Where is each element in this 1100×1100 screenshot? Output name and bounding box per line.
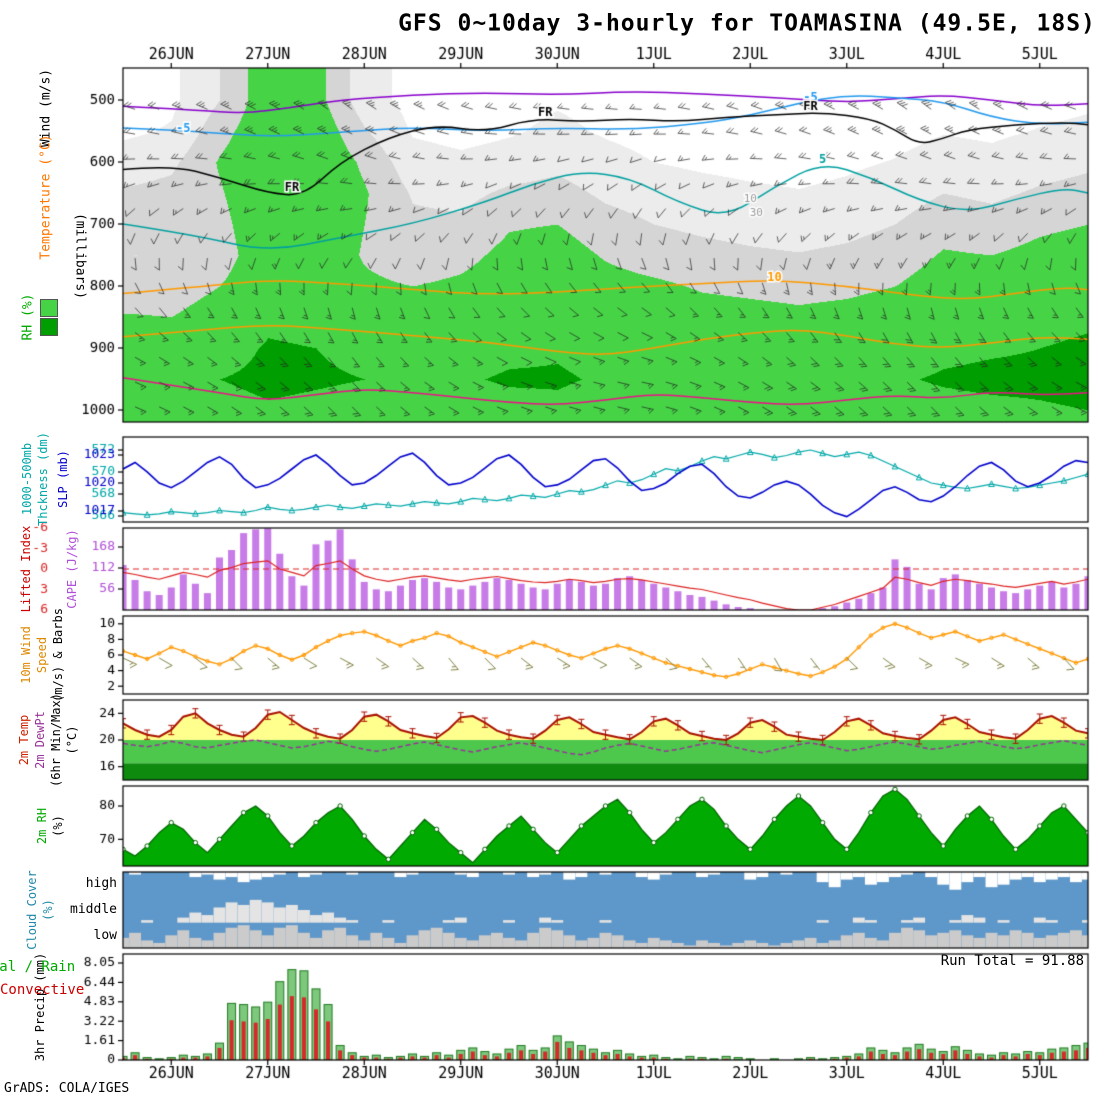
thickness-label-line1: 1000-500mb — [20, 442, 34, 516]
rh2m-percent-label: (%) — [51, 815, 65, 837]
grads-credit: GrADS: COLA/IGES — [4, 1081, 130, 1096]
cloud-row-middle: middle — [70, 902, 117, 917]
rh-units-label: RH (%) — [20, 293, 36, 341]
temp2m-label: 2m Temp — [17, 714, 31, 766]
precip-convective-legend: Convective — [0, 982, 85, 998]
rh2m-label: 2m RH — [35, 807, 49, 845]
cloud-row-low: low — [93, 928, 117, 943]
minmax-label: (6hr Min/Max) — [49, 693, 63, 787]
slp-label: SLP (mb) — [56, 450, 70, 508]
millibars-label: (millibars) — [72, 212, 88, 300]
wind10-label-line3: (m/s) & Barbs — [51, 608, 65, 702]
dewpt-label: 2m DewPt — [33, 711, 47, 769]
wind10-label-line2: Speed — [35, 636, 49, 674]
cloud-row-high: high — [85, 876, 117, 891]
rh-legend-swatch-bright — [40, 299, 58, 317]
temperature-units-label: Temperature (°C) — [38, 134, 54, 260]
run-total: Run Total = 91.88 — [940, 953, 1084, 969]
celsius-label: (°C) — [65, 725, 79, 755]
page-title: GFS 0~10day 3-hourly for TOAMASINA (49.5… — [398, 10, 1096, 37]
rh-legend-swatch-dark — [40, 318, 58, 336]
wind10-label-line1: 10m Wind — [19, 626, 33, 684]
thickness-label-line2: Thckness (dm) — [36, 432, 50, 526]
precip-total-legend: Total / Rain — [0, 959, 76, 975]
lifted-index-label: Lifted Index — [19, 525, 33, 613]
cape-label: CAPE (J/kg) — [65, 529, 79, 609]
